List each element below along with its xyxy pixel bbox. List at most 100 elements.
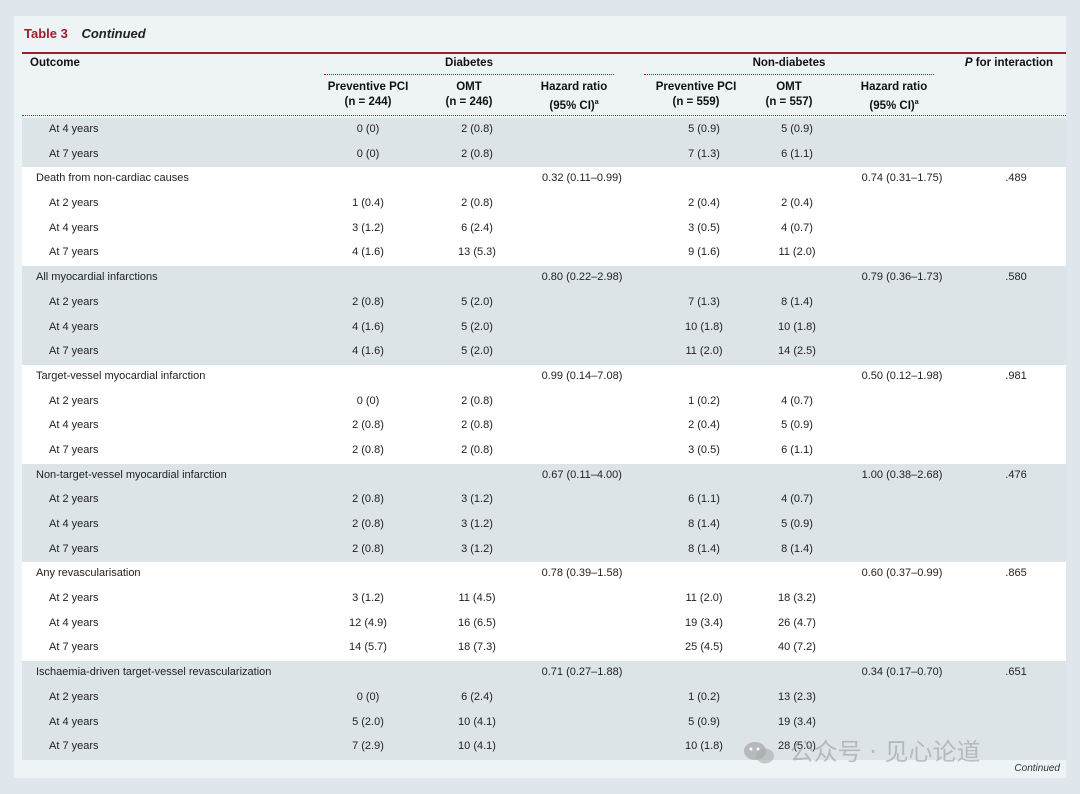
nondiabetes-hr-cell: 0.74 (0.31–1.75)	[861, 172, 943, 185]
diabetes-pci-cell: 4 (1.6)	[352, 320, 384, 333]
nondiabetes-pci-cell: 2 (0.4)	[688, 197, 720, 210]
diabetes-omt-cell: 3 (1.2)	[461, 493, 493, 506]
header-nondiabetes-omt: OMT (n = 557)	[739, 80, 839, 110]
diabetes-pci-cell: 2 (0.8)	[352, 542, 384, 555]
nondiabetes-hr-cell: 0.60 (0.37–0.99)	[861, 567, 943, 580]
outcome-title-row: Death from non-cardiac causes 0.32 (0.11–…	[22, 167, 1066, 192]
header-bottom-dotted-rule	[22, 115, 1066, 116]
outcome-cell: Non-target-vessel myocardial infarction	[36, 468, 227, 481]
nondiabetes-hr-cell: 0.79 (0.36–1.73)	[861, 271, 943, 284]
outcome-cell: At 2 years	[49, 197, 99, 210]
diabetes-pci-cell: 0 (0)	[356, 394, 380, 407]
p-interaction-cell: .489	[1005, 172, 1027, 185]
outcome-cell: At 4 years	[49, 123, 99, 135]
header-diabetes-hr: Hazard ratio (95% CI)a	[524, 80, 624, 114]
outcome-cell: At 4 years	[49, 616, 99, 629]
pci-label: Preventive PCI	[655, 81, 737, 93]
nondiabetes-pci-cell: 8 (1.4)	[688, 518, 720, 530]
diabetes-pci-cell: 0 (0)	[356, 147, 380, 160]
nondiabetes-pci-cell: 5 (0.9)	[688, 715, 720, 728]
outcome-cell: At 4 years	[49, 419, 99, 432]
outcome-cell: At 7 years	[49, 345, 99, 358]
table-row: At 4 years 4 (1.6) 5 (2.0) 10 (1.8) 10 (1.8)	[22, 316, 1066, 341]
nondiabetes-omt-cell: 6 (1.1)	[781, 147, 813, 160]
table-row: At 4 years 0 (0) 2 (0.8) 5 (0.9) 5 (0.9)	[22, 118, 1066, 143]
nondiabetes-pci-cell: 8 (1.4)	[688, 542, 720, 555]
diabetes-pci-cell: 2 (0.8)	[352, 419, 384, 432]
nondiabetes-pci-cell: 10 (1.8)	[685, 320, 723, 333]
hr-footnote-mark: a	[914, 99, 919, 106]
table-sheet: Table 3 Continued Outcome Diabetes Non-d…	[14, 16, 1066, 778]
diabetes-omt-cell: 2 (0.8)	[461, 443, 493, 456]
header-diabetes-omt: OMT (n = 246)	[419, 80, 519, 110]
table-row: At 2 years 0 (0) 6 (2.4) 1 (0.2) 13 (2.3)	[22, 686, 1066, 711]
nondiabetes-hr-cell: 0.34 (0.17–0.70)	[861, 666, 943, 679]
diabetes-hr-cell: 0.32 (0.11–0.99)	[542, 172, 622, 185]
outcome-cell: At 7 years	[49, 542, 99, 555]
diabetes-pci-cell: 14 (5.7)	[349, 641, 387, 654]
table-continued-label: Continued	[81, 26, 146, 41]
outcome-cell: At 2 years	[49, 394, 99, 407]
hr-label: Hazard ratio	[540, 81, 608, 93]
diabetes-pci-cell: 7 (2.9)	[352, 740, 384, 753]
nondiabetes-omt-cell: 2 (0.4)	[781, 197, 813, 210]
header-outcome: Outcome	[30, 57, 80, 69]
omt-n: (n = 557)	[765, 96, 813, 108]
diabetes-omt-cell: 13 (5.3)	[458, 246, 496, 259]
nondiabetes-omt-cell: 5 (0.9)	[781, 419, 813, 432]
outcome-cell: At 4 years	[49, 320, 99, 333]
diabetes-hr-cell: 0.67 (0.11–4.00)	[542, 468, 622, 481]
diabetes-pci-cell: 0 (0)	[356, 123, 380, 135]
outcome-group: Ischaemia-driven target-vessel revascula…	[22, 661, 1066, 760]
nondiabetes-pci-cell: 10 (1.8)	[685, 740, 723, 753]
diabetes-dotted-rule	[324, 74, 614, 75]
nondiabetes-omt-cell: 11 (2.0)	[778, 246, 816, 259]
nondiabetes-omt-cell: 5 (0.9)	[781, 518, 813, 530]
footer-continued: Continued	[1014, 763, 1060, 774]
omt-label: OMT	[456, 81, 482, 93]
nondiabetes-hr-cell: 0.50 (0.12–1.98)	[861, 369, 943, 382]
hr-ci: (95% CI)a	[839, 95, 949, 114]
omt-label: OMT	[776, 81, 802, 93]
table-row: At 7 years 7 (2.9) 10 (4.1) 10 (1.8) 28 (5.0…	[22, 735, 1066, 760]
caption-rule	[22, 52, 1066, 54]
outcome-cell: Any revascularisation	[36, 567, 141, 580]
nondiabetes-pci-cell: 11 (2.0)	[685, 345, 723, 358]
outcome-group: Any revascularisation 0.78 (0.39–1.58) 0.6…	[22, 562, 1066, 662]
outcome-cell: At 2 years	[49, 592, 99, 605]
hr-ci-text: (95% CI)	[869, 99, 915, 112]
pci-label: Preventive PCI	[327, 81, 409, 93]
outcome-cell: At 2 years	[49, 295, 99, 308]
pci-n: (n = 559)	[672, 96, 720, 108]
diabetes-omt-cell: 6 (2.4)	[461, 221, 493, 234]
hr-ci-text: (95% CI)	[549, 99, 595, 112]
diabetes-pci-cell: 2 (0.8)	[352, 518, 384, 530]
nondiabetes-omt-cell: 18 (3.2)	[778, 592, 816, 605]
nondiabetes-pci-cell: 7 (1.3)	[688, 295, 720, 308]
diabetes-pci-cell: 0 (0)	[356, 690, 380, 703]
hr-footnote-mark: a	[594, 99, 599, 106]
nondiabetes-pci-cell: 11 (2.0)	[685, 592, 723, 605]
pci-n: (n = 244)	[344, 96, 392, 108]
table-row: At 2 years 1 (0.4) 2 (0.8) 2 (0.4) 2 (0.4)	[22, 192, 1066, 217]
nondiabetes-omt-cell: 8 (1.4)	[781, 295, 813, 308]
p-interaction-cell: .651	[1005, 666, 1027, 679]
nondiabetes-pci-cell: 25 (4.5)	[685, 641, 723, 654]
nondiabetes-omt-cell: 26 (4.7)	[778, 616, 816, 629]
outcome-cell: Target-vessel myocardial infarction	[36, 369, 206, 382]
table-row: At 4 years 3 (1.2) 6 (2.4) 3 (0.5) 4 (0.7)	[22, 217, 1066, 242]
table-row: At 4 years 5 (2.0) 10 (4.1) 5 (0.9) 19 (3.4)	[22, 711, 1066, 736]
watermark-text: 公众号 · 见心论道	[789, 738, 981, 766]
outcome-cell: Ischaemia-driven target-vessel revascula…	[36, 666, 272, 679]
diabetes-omt-cell: 2 (0.8)	[461, 419, 493, 432]
diabetes-omt-cell: 6 (2.4)	[461, 690, 493, 703]
nondiabetes-hr-cell: 1.00 (0.38–2.68)	[861, 468, 943, 481]
table-row: At 7 years 0 (0) 2 (0.8) 7 (1.3) 6 (1.1)	[22, 143, 1066, 168]
outcome-group: Death from non-cardiac causes 0.32 (0.11–…	[22, 167, 1066, 267]
diabetes-omt-cell: 10 (4.1)	[458, 715, 496, 728]
outcome-cell: At 7 years	[49, 443, 99, 456]
nondiabetes-omt-cell: 4 (0.7)	[781, 493, 813, 506]
diabetes-pci-cell: 12 (4.9)	[349, 616, 387, 629]
diabetes-omt-cell: 16 (6.5)	[458, 616, 496, 629]
table-body: At 4 years 0 (0) 2 (0.8) 5 (0.9) 5 (0.9) At 7…	[22, 118, 1066, 760]
